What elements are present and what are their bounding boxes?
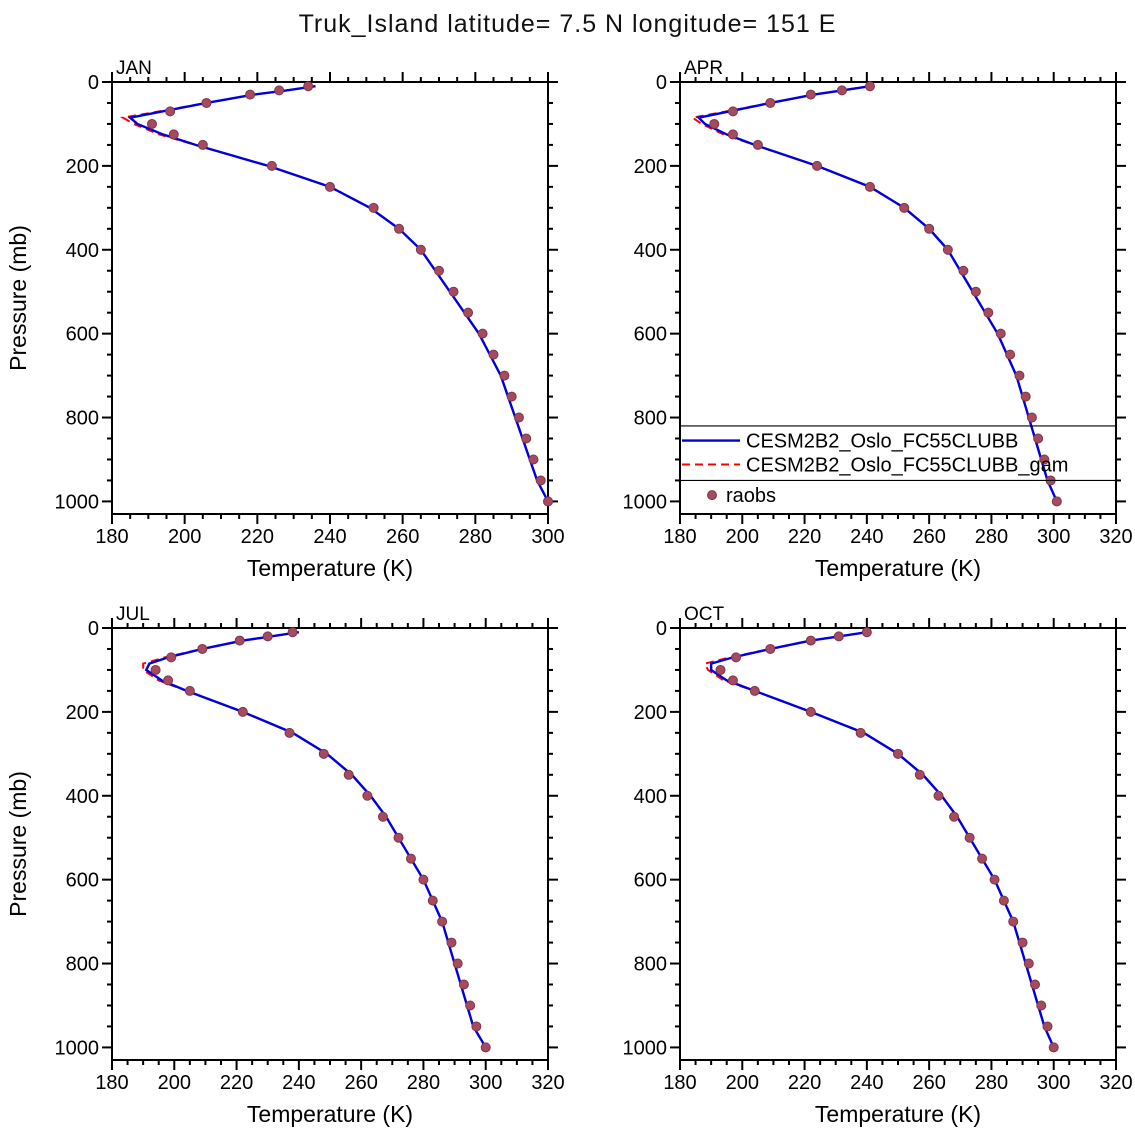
svg-text:260: 260 <box>912 1072 945 1094</box>
svg-text:200: 200 <box>158 1072 191 1094</box>
svg-text:200: 200 <box>726 526 759 548</box>
svg-text:180: 180 <box>95 526 128 548</box>
svg-text:320: 320 <box>1099 526 1132 548</box>
svg-text:1000: 1000 <box>55 491 100 513</box>
y-tick-labels: 0 200 400 600 800 1000 <box>623 72 668 513</box>
svg-text:0: 0 <box>656 72 667 94</box>
model-solid-line <box>144 631 487 1049</box>
raobs-dots <box>715 627 1059 1053</box>
panel-jan: 180 200 220 240 260 280 300 0 200 400 600 800 1000 JA… <box>5 58 565 581</box>
svg-text:800: 800 <box>634 954 667 976</box>
svg-text:180: 180 <box>95 1072 128 1094</box>
model-dashed-line <box>142 631 487 1048</box>
axes <box>670 72 1126 524</box>
x-tick-labels: 180 200 220 240 260 280 300 320 <box>663 1072 1132 1094</box>
raobs-dots <box>150 627 491 1053</box>
x-axis-label: Temperature (K) <box>247 1101 413 1127</box>
legend: CESM2B2_Oslo_FC55CLUBBCESM2B2_Oslo_FC55C… <box>680 425 1116 507</box>
panel-month-label: JUL <box>116 604 150 625</box>
axes <box>670 618 1126 1070</box>
panel-jul: 180 200 220 240 260 280 300 320 0 200 400 600 800 100… <box>5 604 565 1127</box>
svg-text:220: 220 <box>788 1072 821 1094</box>
svg-text:300: 300 <box>1037 1072 1070 1094</box>
svg-text:600: 600 <box>66 324 99 346</box>
panel-oct: 180 200 220 240 260 280 300 320 0 200 400 600 800 100… <box>623 604 1133 1127</box>
svg-text:200: 200 <box>634 702 667 724</box>
svg-text:0: 0 <box>656 618 667 640</box>
legend-label-model-solid: CESM2B2_Oslo_FC55CLUBB <box>746 431 1018 453</box>
svg-text:300: 300 <box>469 1072 502 1094</box>
svg-text:220: 220 <box>241 526 274 548</box>
svg-text:400: 400 <box>66 240 99 262</box>
legend-label-model-dashed: CESM2B2_Oslo_FC55CLUBB_gam <box>746 455 1068 477</box>
panel-month-label: JAN <box>116 58 152 79</box>
raobs-dots <box>709 81 1062 507</box>
svg-text:180: 180 <box>663 1072 696 1094</box>
model-solid-line <box>127 85 550 502</box>
panel-apr: 180 200 220 240 260 280 300 320 0 200 400 600 800 100… <box>623 58 1133 581</box>
x-tick-labels: 180 200 220 240 260 280 300 320 <box>663 526 1132 548</box>
axes <box>102 72 558 524</box>
y-tick-labels: 0 200 400 600 800 1000 <box>623 618 668 1059</box>
svg-text:240: 240 <box>313 526 346 548</box>
y-axis-label: Pressure (mb) <box>5 771 31 917</box>
svg-text:220: 220 <box>220 1072 253 1094</box>
svg-text:180: 180 <box>663 526 696 548</box>
y-tick-labels: 0 200 400 600 800 1000 <box>55 72 100 513</box>
svg-text:600: 600 <box>634 870 667 892</box>
x-tick-labels: 180 200 220 240 260 280 300 <box>95 526 564 548</box>
svg-text:200: 200 <box>66 702 99 724</box>
y-tick-labels: 0 200 400 600 800 1000 <box>55 618 100 1059</box>
axes <box>102 618 558 1070</box>
legend-dot-sample <box>707 490 717 501</box>
svg-text:800: 800 <box>634 408 667 430</box>
svg-text:260: 260 <box>912 526 945 548</box>
svg-text:240: 240 <box>850 1072 883 1094</box>
panel-month-label: APR <box>684 58 723 79</box>
svg-text:800: 800 <box>66 408 99 430</box>
svg-text:280: 280 <box>975 526 1008 548</box>
svg-text:280: 280 <box>407 1072 440 1094</box>
x-axis-label: Temperature (K) <box>815 555 981 581</box>
svg-text:600: 600 <box>634 324 667 346</box>
svg-text:280: 280 <box>975 1072 1008 1094</box>
svg-text:220: 220 <box>788 526 821 548</box>
x-axis-label: Temperature (K) <box>247 555 413 581</box>
legend-label-raobs: raobs <box>726 485 776 507</box>
svg-text:200: 200 <box>726 1072 759 1094</box>
svg-text:1000: 1000 <box>55 1037 100 1059</box>
svg-text:0: 0 <box>88 618 99 640</box>
svg-text:800: 800 <box>66 954 99 976</box>
svg-text:400: 400 <box>634 240 667 262</box>
svg-text:320: 320 <box>531 1072 564 1094</box>
svg-text:320: 320 <box>1099 1072 1132 1094</box>
svg-text:400: 400 <box>634 786 667 808</box>
svg-text:200: 200 <box>634 156 667 178</box>
svg-text:1000: 1000 <box>623 491 668 513</box>
svg-text:0: 0 <box>88 72 99 94</box>
svg-text:240: 240 <box>282 1072 315 1094</box>
x-axis-label: Temperature (K) <box>815 1101 981 1127</box>
svg-text:280: 280 <box>459 526 492 548</box>
model-dashed-line <box>120 85 549 502</box>
svg-text:600: 600 <box>66 870 99 892</box>
svg-text:240: 240 <box>850 526 883 548</box>
figure-title: Truk_Island latitude= 7.5 N longitude= 1… <box>298 10 837 38</box>
y-axis-label: Pressure (mb) <box>5 225 31 371</box>
svg-text:1000: 1000 <box>623 1037 668 1059</box>
panel-month-label: OCT <box>684 604 725 625</box>
svg-text:300: 300 <box>531 526 564 548</box>
svg-text:200: 200 <box>66 156 99 178</box>
model-solid-line <box>709 631 1055 1048</box>
x-tick-labels: 180 200 220 240 260 280 300 320 <box>95 1072 564 1094</box>
svg-text:300: 300 <box>1037 526 1070 548</box>
raobs-dots <box>146 81 553 507</box>
svg-text:260: 260 <box>386 526 419 548</box>
svg-text:200: 200 <box>168 526 201 548</box>
svg-text:400: 400 <box>66 786 99 808</box>
svg-text:260: 260 <box>344 1072 377 1094</box>
